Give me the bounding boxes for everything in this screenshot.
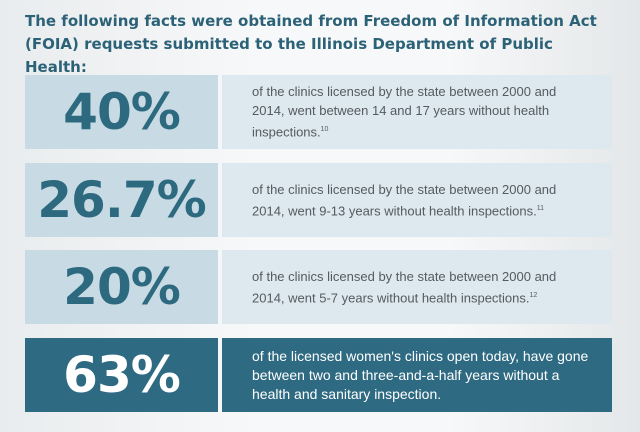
fact-text: of the clinics licensed by the state bet… [252,268,557,306]
fact-text-block: of the licensed women's clinics open tod… [252,347,592,404]
fact-stat: 40% [25,75,218,149]
footnote-ref: 10 [320,126,329,134]
fact-stat: 20% [25,250,218,324]
fact-row: 20% of the clinics licensed by the state … [25,250,612,324]
fact-description: of the clinics licensed by the state bet… [222,163,612,237]
fact-row: 40% of the clinics licensed by the state … [25,75,612,149]
fact-stat: 63% [25,338,218,412]
fact-row: 26.7% of the clinics licensed by the stat… [25,163,612,237]
fact-text: of the clinics licensed by the state bet… [252,84,557,140]
fact-text: of the clinics licensed by the state bet… [252,181,557,219]
fact-text: of the licensed women's clinics open tod… [252,347,589,402]
footnote-ref: 11 [536,204,545,212]
fact-stat: 26.7% [25,163,218,237]
fact-row: 63% of the licensed women's clinics open … [25,338,612,412]
fact-text-block: of the clinics licensed by the state bet… [252,180,592,220]
footnote-ref: 12 [529,291,538,299]
fact-description: of the clinics licensed by the state bet… [222,75,612,149]
header-title: The following facts were obtained from F… [25,12,597,76]
fact-description: of the clinics licensed by the state bet… [222,250,612,324]
fact-text-block: of the clinics licensed by the state bet… [252,82,592,141]
fact-description: of the licensed women's clinics open tod… [222,338,612,412]
fact-text-block: of the clinics licensed by the state bet… [252,267,592,307]
